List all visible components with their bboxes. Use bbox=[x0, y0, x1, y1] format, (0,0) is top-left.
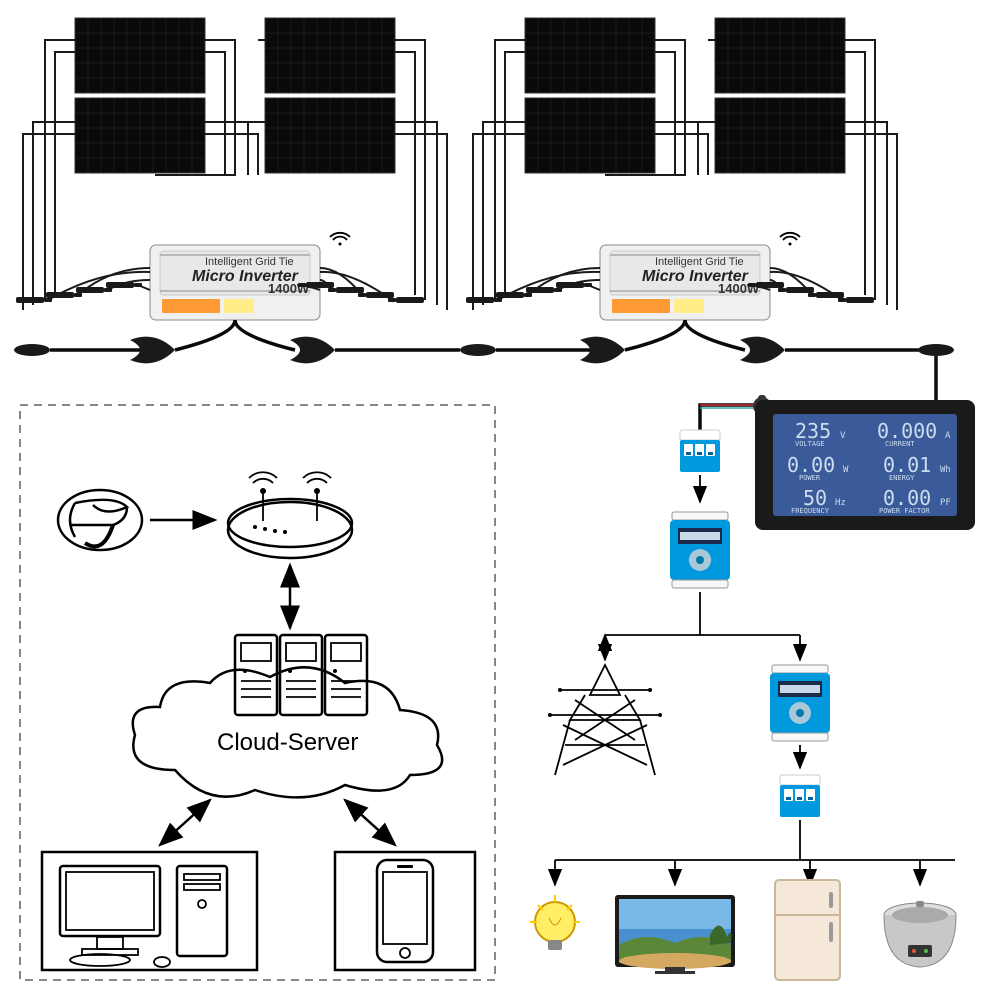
micro-inverter-2: Intelligent Grid Tie Micro Inverter 1400… bbox=[600, 245, 770, 320]
svg-text:PF: PF bbox=[940, 498, 951, 508]
svg-text:W: W bbox=[843, 465, 849, 475]
svg-text:Wh: Wh bbox=[940, 465, 951, 475]
computer-icon bbox=[42, 852, 257, 970]
svg-text:POWER FACTOR: POWER FACTOR bbox=[879, 507, 930, 515]
circuit-breaker-2 bbox=[780, 775, 820, 817]
svg-text:Intelligent Grid Tie: Intelligent Grid Tie bbox=[205, 256, 294, 268]
cloud-server-label: Cloud-Server bbox=[217, 729, 358, 756]
wifi-icon bbox=[330, 233, 350, 246]
wifi-icon bbox=[780, 233, 800, 246]
arrow-cloud-phone bbox=[345, 800, 395, 845]
smartphone-icon bbox=[335, 852, 475, 970]
load-distribution bbox=[555, 860, 955, 885]
energy-meter-1 bbox=[670, 512, 730, 588]
router-icon bbox=[228, 472, 352, 558]
svg-text:CURRENT: CURRENT bbox=[885, 440, 915, 448]
rice-cooker-icon bbox=[884, 901, 956, 967]
svg-text:ENERGY: ENERGY bbox=[889, 474, 915, 482]
cloud-server-icon: Cloud-Server bbox=[133, 635, 442, 797]
energy-meter-2 bbox=[770, 665, 830, 741]
svg-text:A: A bbox=[945, 431, 951, 441]
svg-text:Hz: Hz bbox=[835, 498, 846, 508]
internet-icon bbox=[58, 490, 142, 550]
lightbulb-icon bbox=[530, 895, 580, 950]
svg-text:VOLTAGE: VOLTAGE bbox=[795, 440, 825, 448]
svg-text:V: V bbox=[840, 431, 846, 441]
power-tower-icon bbox=[548, 665, 662, 775]
svg-text:Intelligent Grid Tie: Intelligent Grid Tie bbox=[655, 256, 744, 268]
micro-inverter-1: Intelligent Grid Tie Micro Inverter 1400… bbox=[150, 245, 320, 320]
tv-icon bbox=[615, 895, 735, 974]
fridge-icon bbox=[775, 880, 840, 980]
arrow-cloud-pc bbox=[160, 800, 210, 845]
svg-text:POWER: POWER bbox=[799, 474, 821, 482]
power-display: 235V 0.000A VOLTAGECURRENT 0.00W 0.01Wh … bbox=[755, 400, 975, 530]
grid-branch bbox=[605, 635, 800, 660]
svg-text:FREQUENCY: FREQUENCY bbox=[791, 507, 830, 515]
circuit-breaker-1 bbox=[680, 430, 720, 472]
